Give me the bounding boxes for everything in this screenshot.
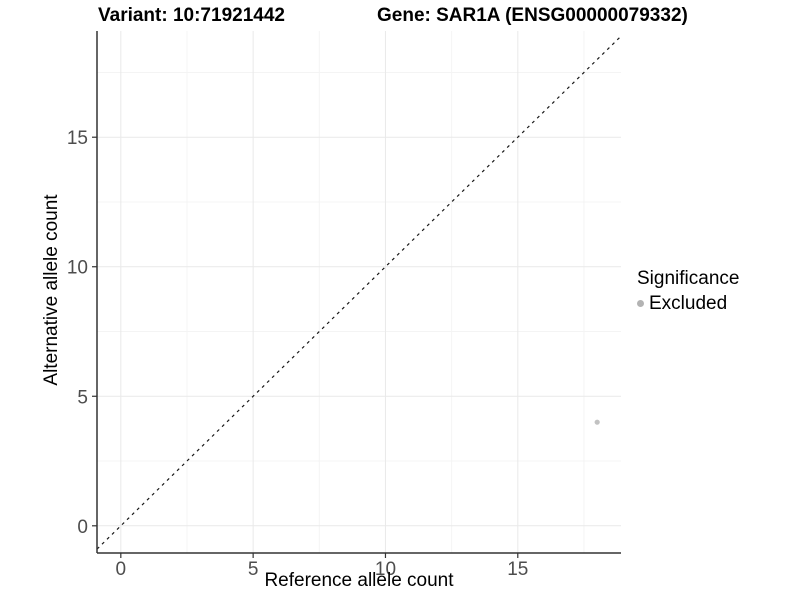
x-tick-label: 0 [116, 559, 127, 580]
identity-reference-line [96, 35, 622, 550]
y-tick-label: 15 [67, 128, 88, 149]
y-tick-label: 0 [77, 517, 88, 538]
legend-point-icon [637, 300, 644, 307]
legend-title: Significance [637, 268, 740, 289]
y-tick-label: 10 [67, 258, 88, 279]
data-point [594, 419, 600, 425]
x-tick-label: 5 [248, 559, 259, 580]
x-tick-label: 15 [507, 559, 528, 580]
x-axis-title: Reference allele count [264, 570, 454, 591]
plot-title-variant: Variant: 10:71921442 [98, 5, 285, 26]
y-axis-title: Alternative allele count [41, 194, 62, 386]
y-tick-label: 5 [77, 387, 88, 408]
legend-item-excluded: Excluded [637, 293, 739, 314]
legend: Significance Excluded [637, 267, 739, 314]
legend-item-label: Excluded [649, 293, 728, 314]
x-tick-label: 10 [375, 559, 396, 580]
plot-title-gene: Gene: SAR1A (ENSG00000079332) [377, 5, 688, 26]
